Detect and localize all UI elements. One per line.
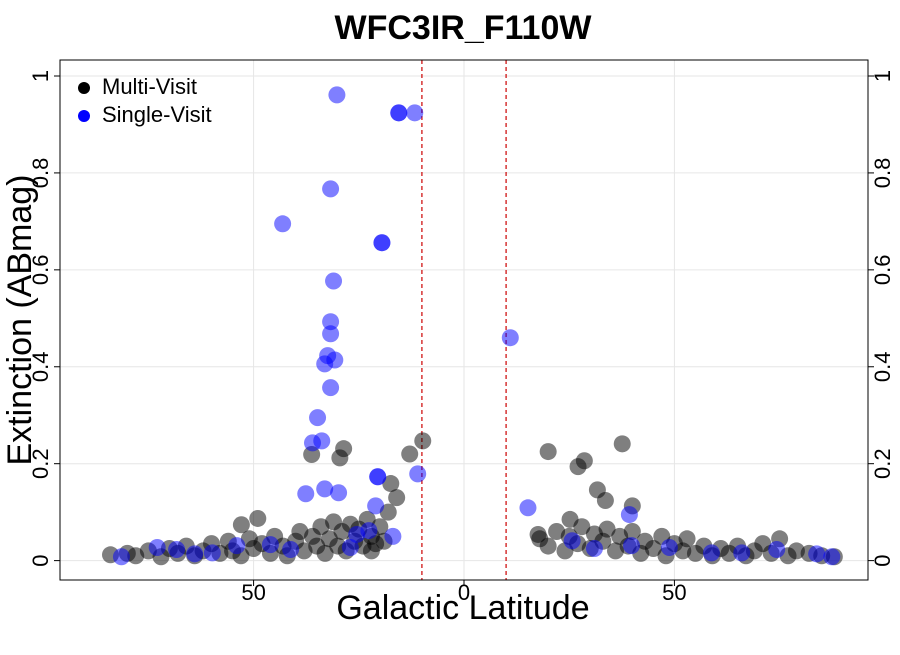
point [414,432,432,450]
point [325,272,343,290]
point [330,484,348,502]
y-tick-label: 0.6 [28,255,53,286]
point [501,329,519,347]
point [341,539,359,557]
point [598,520,616,538]
point [322,325,340,343]
point [561,510,579,528]
point [261,536,279,554]
point [297,485,315,503]
point [379,503,397,521]
point [823,548,841,566]
point [112,548,130,566]
point [168,540,186,558]
point [539,443,557,461]
y-tick-label: 0.6 [870,255,895,286]
point [186,545,204,563]
legend-label: Multi-Visit [102,74,197,99]
point [316,544,334,562]
point [575,452,593,470]
point [328,86,346,104]
point [613,435,631,453]
y-tick-label: 0 [870,554,895,566]
point [274,215,292,233]
point [644,539,662,557]
y-tick-label: 0 [28,554,53,566]
x-tick-label: 50 [662,580,686,605]
point [678,530,696,548]
point [228,537,246,555]
point [409,465,427,483]
x-axis-label: Galactic Latitude [336,589,589,627]
point [304,434,321,452]
y-tick-label: 0.2 [870,448,895,479]
point [322,313,340,331]
point [316,355,334,373]
point [406,104,424,122]
point [382,475,400,493]
point [367,497,385,515]
point [373,234,391,252]
legend-marker [78,110,90,122]
point [808,545,826,563]
point [519,499,537,517]
y-tick-label: 1 [870,70,895,82]
y-tick-label: 0.8 [870,158,895,189]
point [388,489,406,507]
legend-label: Single-Visit [102,102,212,127]
point [768,540,786,558]
y-axis-label: Extinction (ABmag) [1,175,39,466]
x-tick-label: 50 [241,580,265,605]
point [622,537,640,555]
point [623,523,641,541]
y-tick-label: 0.4 [28,351,53,382]
point [369,468,387,486]
point [529,525,547,543]
plot-frame [59,59,869,581]
point [203,544,221,562]
point [702,544,720,562]
point [733,544,751,562]
point [787,542,805,560]
point [384,527,402,545]
point [596,492,614,510]
y-tick-label: 1 [28,70,53,82]
chart-title: WFC3IR_F110W [335,9,593,47]
legend-marker [78,82,90,94]
point [585,539,603,557]
y-tick-label: 0.4 [870,351,895,382]
point [331,449,349,467]
point [249,509,267,527]
x-tick-label: 0 [458,580,470,605]
point [539,537,557,555]
point [316,480,334,498]
point [620,506,638,524]
point [360,522,378,540]
point [282,540,300,558]
y-tick-label: 0.8 [28,158,53,189]
point [309,409,327,427]
point [362,542,380,560]
point [563,532,581,550]
point [660,539,678,557]
point [401,445,419,463]
point [322,379,340,397]
point [232,516,250,534]
point [148,539,166,557]
point [322,180,340,198]
point [390,104,408,122]
y-tick-label: 0.2 [28,448,53,479]
